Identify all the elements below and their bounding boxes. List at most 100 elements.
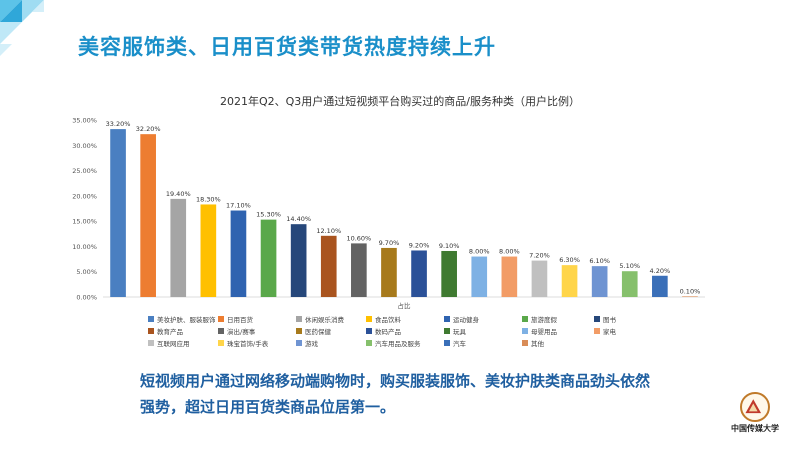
legend-item: 游戏: [296, 338, 318, 348]
university-logo: 中国传媒大学: [722, 392, 788, 442]
bar-20: [682, 296, 698, 297]
logo-text: 中国传媒大学: [731, 423, 779, 433]
legend-item: 其他: [522, 338, 544, 348]
legend-swatch: [296, 316, 302, 322]
legend-label: 旅游度假: [531, 316, 557, 324]
legend-label: 图书: [603, 316, 616, 324]
legend-label: 汽车: [453, 340, 466, 348]
bar-12: [441, 250, 457, 297]
data-label: 9.70%: [379, 239, 400, 247]
legend-item: 母婴用品: [522, 326, 557, 336]
y-tick-label: 30.00%: [72, 142, 97, 150]
legend-swatch: [218, 340, 224, 346]
legend-swatch: [444, 316, 450, 322]
legend-item: 医药保健: [296, 326, 331, 336]
legend-item: 美妆护肤、服装服饰: [148, 314, 216, 324]
data-label: 17.10%: [226, 202, 251, 210]
legend-swatch: [594, 316, 600, 322]
bar-9: [351, 243, 367, 297]
data-label: 7.20%: [529, 252, 550, 260]
data-label: 6.10%: [589, 257, 610, 265]
legend-swatch: [522, 316, 528, 322]
legend-item: 休闲娱乐消费: [296, 314, 344, 324]
legend-swatch: [444, 340, 450, 346]
bar-7: [290, 224, 307, 297]
legend-swatch: [148, 340, 154, 346]
legend-item: 图书: [594, 314, 616, 324]
data-label: 5.10%: [619, 262, 640, 270]
legend-swatch: [366, 316, 372, 322]
data-label: 12.10%: [316, 227, 341, 235]
legend-swatch: [366, 340, 372, 346]
y-tick-label: 20.00%: [72, 192, 97, 200]
legend-item: 互联网应用: [148, 338, 190, 348]
y-tick-label: 25.00%: [72, 167, 97, 175]
data-label: 6.30%: [559, 256, 580, 264]
legend-item: 教育产品: [148, 326, 183, 336]
bar-13: [471, 256, 488, 297]
summary-text: 短视频用户通过网络移动端购物时，购买服装服饰、美妆护肤类商品劲头依然 强势，超过…: [140, 368, 700, 420]
legend-swatch: [444, 328, 450, 334]
legend-swatch: [148, 316, 154, 322]
bar-2: [140, 134, 156, 297]
legend-label: 玩具: [453, 328, 466, 336]
legend-swatch: [296, 328, 302, 334]
bar-10: [381, 247, 397, 297]
legend-label: 医药保健: [305, 328, 331, 336]
legend-swatch: [296, 340, 302, 346]
legend-item: 汽车用品及服务: [366, 338, 421, 348]
bar-4: [200, 204, 217, 297]
data-label: 32.20%: [136, 125, 161, 133]
legend-item: 珠宝首饰/手表: [218, 338, 268, 348]
legend-label: 家电: [603, 328, 616, 336]
legend-swatch: [522, 340, 528, 346]
legend-item: 数码产品: [366, 326, 401, 336]
legend-item: 演出/赛事: [218, 326, 255, 336]
data-label: 0.10%: [680, 287, 701, 295]
legend-item: 运动健身: [444, 314, 479, 324]
data-label: 8.00%: [499, 248, 520, 256]
legend-label: 日用百货: [227, 316, 253, 324]
y-tick-label: 0.00%: [76, 294, 97, 302]
legend-item: 食品饮料: [366, 314, 401, 324]
bar-16: [561, 265, 578, 297]
emblem-icon: [740, 392, 770, 422]
slide-title: 美容服饰类、日用百货类带货热度持续上升: [78, 35, 496, 59]
bar-14: [501, 256, 518, 297]
legend-item: 家电: [594, 326, 616, 336]
legend-swatch: [366, 328, 372, 334]
legend-label: 数码产品: [375, 328, 401, 336]
bar-11: [411, 250, 427, 297]
legend-swatch: [594, 328, 600, 334]
legend-label: 互联网应用: [157, 340, 190, 348]
data-label: 14.40%: [286, 215, 311, 223]
legend-item: 汽车: [444, 338, 466, 348]
bar-1: [110, 129, 126, 297]
legend-swatch: [522, 328, 528, 334]
data-label: 15.30%: [256, 211, 281, 219]
legend-label: 演出/赛事: [227, 328, 256, 336]
legend-label: 珠宝首饰/手表: [227, 340, 269, 348]
legend-item: 旅游度假: [522, 314, 557, 324]
legend-label: 母婴用品: [531, 328, 557, 336]
corner-decoration: [0, 0, 44, 56]
legend-label: 教育产品: [157, 328, 183, 336]
y-tick-label: 15.00%: [72, 218, 97, 226]
legend-swatch: [218, 328, 224, 334]
chart-title: 2021年Q2、Q3用户通过短视频平台购买过的商品/服务种类（用户比例）: [219, 95, 580, 108]
x-axis-label: 占比: [398, 301, 412, 310]
bar-15: [531, 260, 548, 297]
y-tick-label: 10.00%: [72, 243, 97, 251]
legend-swatch: [218, 316, 224, 322]
legend-label: 游戏: [305, 340, 318, 348]
data-label: 9.20%: [409, 241, 430, 249]
legend-item: 日用百货: [218, 314, 253, 324]
legend-label: 休闲娱乐消费: [305, 316, 344, 324]
summary-line-2: 强势，超过日用百货类商品位居第一。: [140, 398, 396, 416]
data-label: 8.00%: [469, 248, 490, 256]
bar-8: [320, 235, 337, 297]
legend-label: 汽车用品及服务: [375, 340, 421, 348]
y-tick-label: 5.00%: [76, 268, 97, 276]
